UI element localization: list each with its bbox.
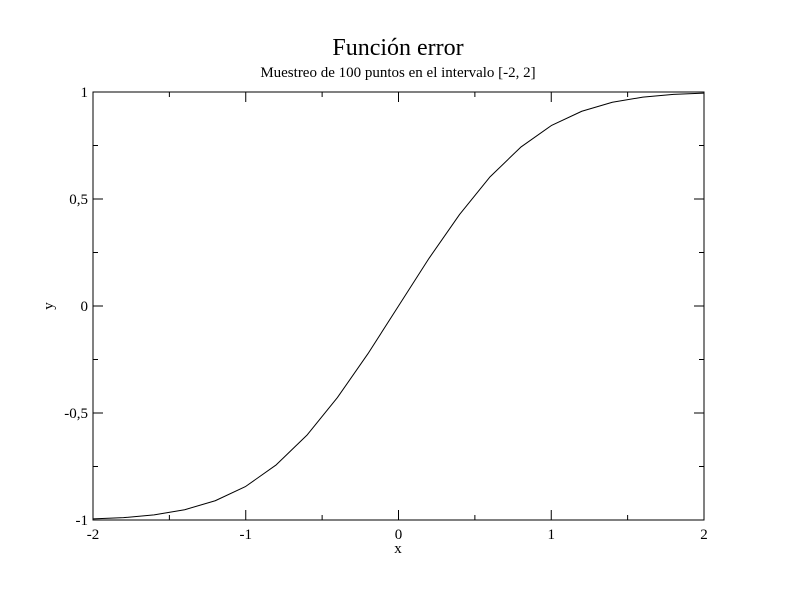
series-group bbox=[92, 92, 705, 520]
y-tick-label: 1 bbox=[81, 85, 89, 101]
x-tick-label: -1 bbox=[240, 527, 253, 543]
y-tick-label: -1 bbox=[76, 513, 89, 529]
x-tick-label: -2 bbox=[87, 527, 100, 543]
y-tick-label: 0,5 bbox=[69, 192, 88, 208]
x-tick-label: 2 bbox=[700, 527, 708, 543]
series-line bbox=[92, 92, 705, 520]
chart-title: Función error bbox=[332, 35, 463, 61]
x-tick-label: 1 bbox=[548, 527, 556, 543]
x-tick-label: 0 bbox=[395, 527, 403, 543]
tick-marks bbox=[92, 91, 705, 521]
y-tick-label: 0 bbox=[81, 299, 89, 315]
chart-subtitle: Muestreo de 100 puntos en el intervalo [… bbox=[260, 65, 535, 81]
y-axis-label: y bbox=[41, 302, 57, 310]
y-tick-label: -0,5 bbox=[64, 406, 88, 422]
tick-labels: -2 -1 0 1 2-1-0,500,51 bbox=[64, 85, 708, 543]
x-axis-label: x bbox=[394, 541, 402, 557]
